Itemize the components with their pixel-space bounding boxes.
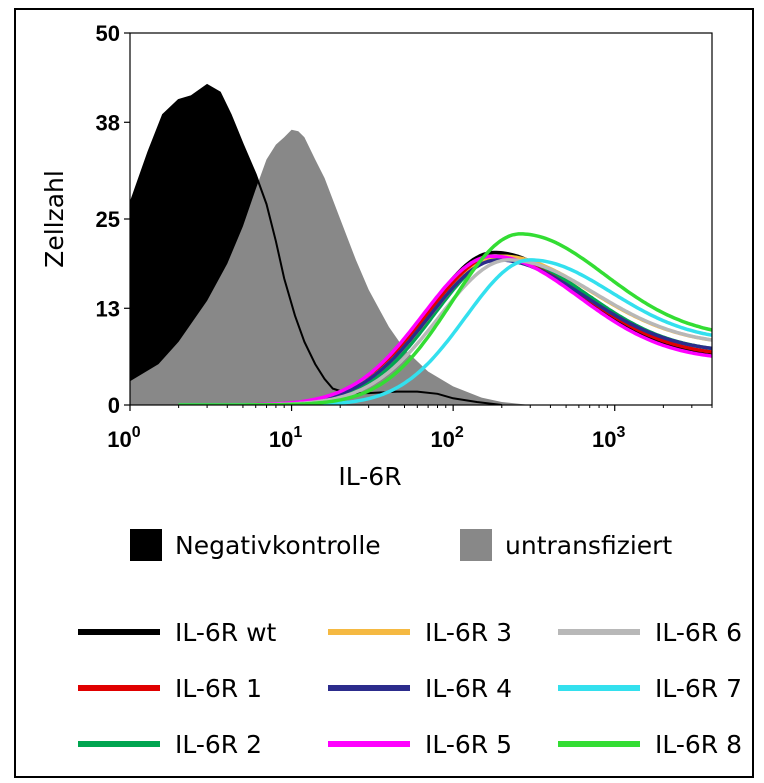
x-tick-label: 102	[430, 424, 463, 452]
legend-label: IL-6R 8	[655, 730, 742, 759]
filled-histogram-2	[130, 129, 531, 405]
legend-label: Negativkontrolle	[175, 531, 381, 560]
y-tick-label: 0	[108, 393, 120, 418]
legend-label: IL-6R 7	[655, 674, 742, 703]
legend-swatch-filled	[460, 529, 492, 561]
legend-label: IL-6R 4	[425, 674, 512, 703]
y-tick-label: 13	[96, 296, 120, 321]
y-tick-label: 50	[96, 21, 120, 46]
y-tick-label: 38	[96, 110, 120, 135]
x-axis-title: IL-6R	[338, 462, 401, 491]
y-tick-label: 25	[96, 207, 120, 232]
y-axis-title: Zellzahl	[40, 170, 69, 268]
legend-label: IL-6R 1	[175, 674, 262, 703]
x-tick-label: 103	[592, 424, 625, 452]
legend-swatch-filled	[130, 529, 162, 561]
figure-frame	[14, 8, 754, 778]
series-line-8	[178, 258, 712, 405]
legend-label: untransfiziert	[505, 531, 672, 560]
legend-label: IL-6R 6	[655, 618, 742, 647]
x-tick-label: 101	[269, 424, 302, 452]
x-tick-label: 100	[107, 424, 140, 452]
legend-label: IL-6R wt	[175, 618, 277, 647]
negativkontrolle-outline	[130, 83, 502, 405]
legend-label: IL-6R 3	[425, 618, 512, 647]
legend-label: IL-6R 5	[425, 730, 512, 759]
legend-label: IL-6R 2	[175, 730, 262, 759]
